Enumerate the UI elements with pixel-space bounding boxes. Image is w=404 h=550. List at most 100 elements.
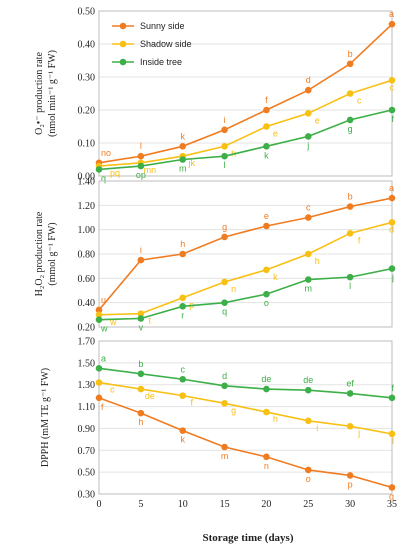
significance-letter: w [100,324,108,334]
data-point-inside [388,394,396,402]
legend-marker-inside [119,58,127,66]
data-point-inside [304,133,312,140]
data-point-shadow [388,77,396,84]
y-tick-label: 1.50 [78,358,96,369]
significance-letter: g [348,124,353,134]
significance-letter: l [224,160,226,170]
series-line-inside [98,267,393,321]
series-line-inside [98,367,393,399]
significance-letter: q [389,491,394,501]
y-tick-label: 1.00 [78,225,96,236]
significance-letter: c [180,364,185,374]
significance-letter: f [265,95,268,105]
data-point-shadow [346,422,354,430]
significance-letter: f [391,383,394,393]
significance-letter: u [101,295,106,305]
data-point-shadow [304,250,312,258]
significance-letter: f [358,235,361,245]
data-point-sunny [263,453,270,461]
data-point-inside [304,386,312,394]
y-tick-label: 0.20 [78,106,96,117]
data-point-inside [263,290,270,298]
significance-letter: r [181,310,184,320]
significance-letter: l [140,141,142,151]
significance-letter: e [264,211,269,221]
significance-letter: j [357,428,360,438]
significance-letter: p [348,479,353,489]
x-tick-label: 30 [345,499,355,510]
significance-letter: op [136,170,146,180]
legend-label-shadow: Shadow side [140,39,192,49]
data-point-sunny [346,203,354,210]
series-line-sunny [98,23,393,164]
y-tick-label: 0.70 [78,446,96,457]
plot-frame [98,340,393,495]
series-line-sunny [98,197,393,311]
significance-letter: q [101,173,106,183]
significance-letter: a [389,9,394,19]
data-point-shadow [221,399,228,407]
x-tick-label: 20 [261,499,271,510]
significance-letter: j [391,273,394,283]
data-point-shadow [346,230,354,237]
data-point-shadow [95,311,103,319]
significance-letter: w [109,317,117,327]
significance-letter: h [315,256,320,266]
data-point-sunny [137,152,145,160]
y-tick-label: 1.30 [78,380,96,391]
significance-letter: de [145,391,155,401]
data-point-inside [304,276,312,283]
chart-panels: 0.00 0.10 0.20 0.30 0.40 0.50 O₂•⁻ production … [34,7,397,511]
significance-letter: l [349,281,351,291]
data-point-shadow [221,143,228,150]
data-point-inside [179,303,187,310]
y-tick-label: 1.40 [78,177,96,188]
y-tick-label: 0.20 [78,323,96,334]
chart-panel-1: 0.00 0.10 0.20 0.30 0.40 0.50 O₂•⁻ production … [34,7,396,183]
data-point-sunny [304,86,312,94]
data-point-inside [179,156,187,163]
data-point-sunny [221,233,228,241]
data-point-shadow [388,219,396,226]
significance-letter: m [221,451,229,461]
significance-letter: b [138,359,143,369]
chart-panel-2: 0.20 0.40 0.60 0.80 1.00 1.20 1.40 H₂O₂ product… [34,177,396,334]
data-point-shadow [346,90,354,97]
significance-letter: b [348,49,353,59]
data-point-sunny [263,222,270,230]
significance-letter: k [180,435,185,445]
data-point-sunny [95,306,103,314]
y-tick-label: 0.50 [78,468,96,479]
y-axis-title: H₂O₂ production rate [34,211,45,296]
data-point-inside [137,370,145,378]
x-tick-label: 25 [303,499,313,510]
data-point-inside [346,273,354,281]
data-point-inside [346,116,354,124]
legend: Sunny side Shadow side Inside tree [112,21,192,67]
y-axis-unit: (nmol min⁻¹ g⁻¹ FW) [47,50,58,137]
data-point-sunny [388,484,396,491]
series-line-shadow [98,79,393,167]
y-axis-title: DPPH (mM TE g⁻¹ FW) [40,368,51,467]
data-point-inside [221,152,228,160]
data-point-inside [95,365,103,372]
data-point-inside [95,166,103,173]
data-point-sunny [263,106,270,114]
x-tick-label: 0 [97,499,102,510]
x-tick-label: 10 [178,499,188,510]
data-point-sunny [304,466,312,474]
y-tick-label: 0.90 [78,424,96,435]
significance-letter: d [306,75,311,85]
data-point-sunny [304,214,312,221]
data-point-sunny [388,194,396,202]
data-point-inside [221,382,228,390]
data-point-shadow [179,392,187,399]
significance-letter: g [231,405,236,415]
x-tick-label: 15 [220,499,230,510]
data-point-shadow [388,430,396,438]
y-tick-label: 0.00 [78,172,96,183]
significance-letter: i [224,115,226,125]
significance-letter: h [138,417,143,427]
data-point-shadow [221,278,228,286]
data-point-shadow [263,408,270,416]
